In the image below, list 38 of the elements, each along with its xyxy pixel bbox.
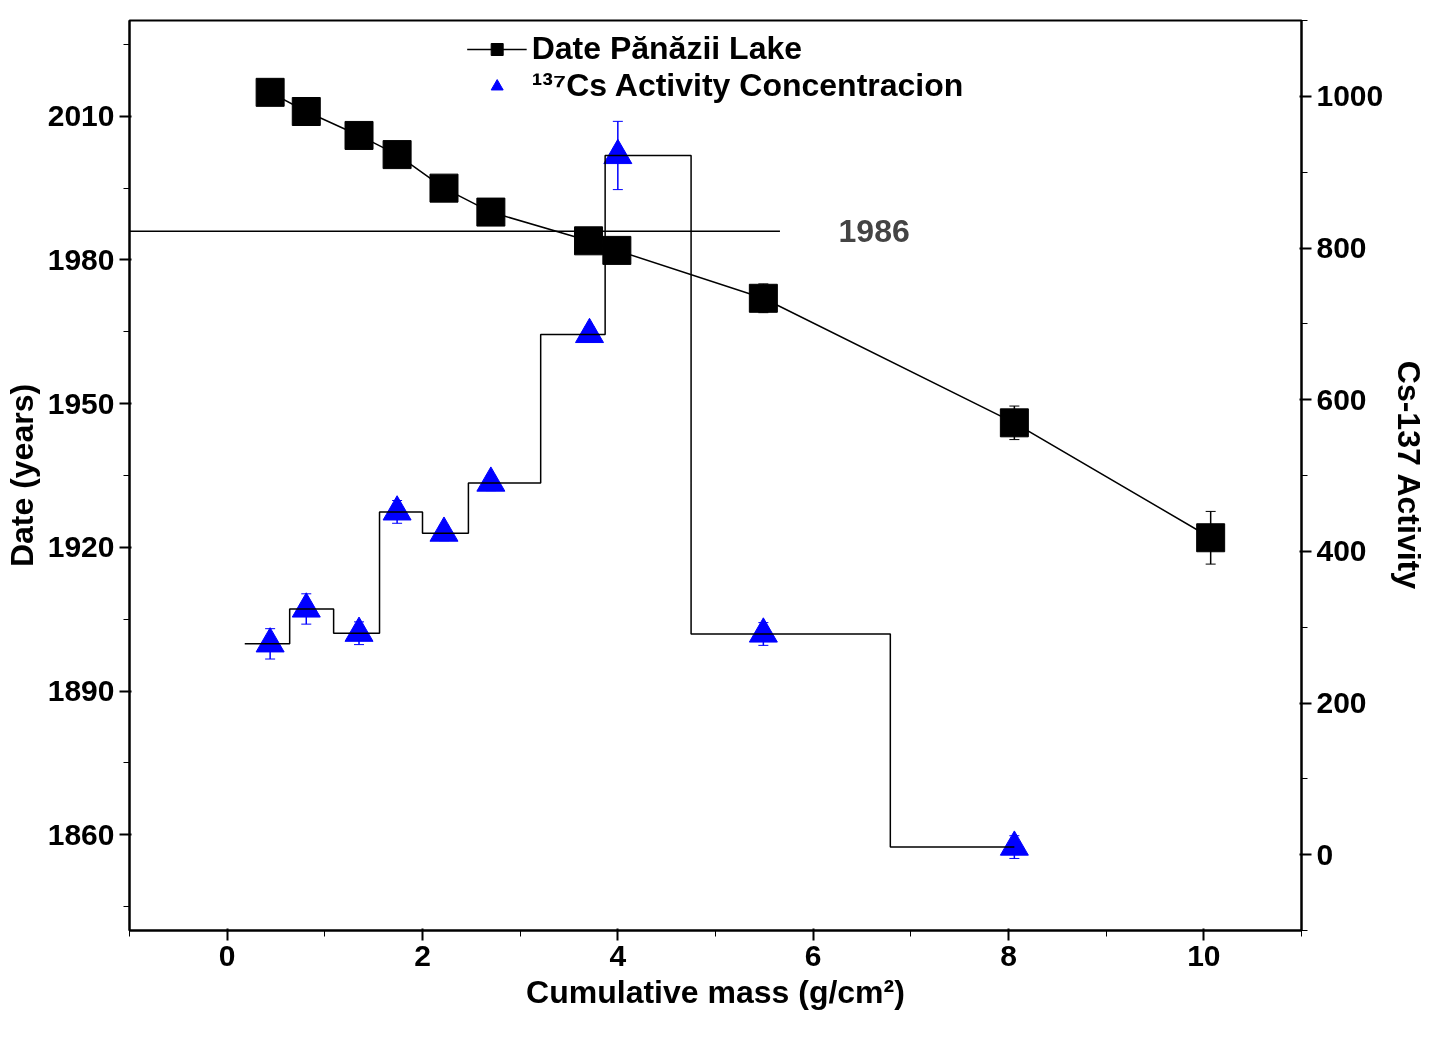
y2-tick-label: 0	[1316, 837, 1334, 871]
point	[382, 140, 412, 170]
y2-axis-title: Cs-137 Activity	[1391, 360, 1428, 590]
y-tick-label: 1920	[47, 530, 115, 564]
y2-tick-label: 1000	[1316, 79, 1384, 113]
point	[291, 97, 321, 126]
y-tick-label: 1860	[47, 817, 115, 851]
y2-tick-label: 400	[1316, 534, 1367, 568]
point	[255, 77, 285, 107]
x-tick-label: 2	[414, 938, 431, 972]
point	[748, 283, 778, 313]
y-tick-label: 2010	[47, 99, 115, 133]
point	[476, 197, 506, 227]
point	[602, 235, 632, 265]
x-tick-label: 10	[1187, 938, 1221, 972]
x-tick-label: 0	[218, 938, 236, 972]
legend-label: Date Pănăzii Lake	[531, 30, 803, 67]
y2-tick-label: 600	[1316, 382, 1367, 416]
x-tick-label: 8	[1000, 938, 1017, 972]
point	[575, 317, 605, 344]
x-tick-label: 4	[609, 938, 627, 972]
point	[999, 408, 1029, 438]
x-axis-title: Cumulative mass (g/cm²)	[526, 973, 905, 1010]
point	[429, 173, 459, 203]
point	[999, 830, 1029, 856]
y-axis-title: Date (years)	[3, 383, 40, 568]
y2-tick-label: 200	[1316, 686, 1367, 719]
ref-line-label: 1986	[838, 213, 910, 250]
point	[1196, 523, 1226, 553]
legend-label: ¹³⁷Cs Activity Concentracion	[531, 67, 964, 104]
y2-tick-label: 800	[1316, 231, 1367, 264]
point	[574, 226, 604, 256]
point	[603, 138, 633, 165]
x-tick-label: 6	[804, 938, 822, 972]
point	[344, 120, 374, 150]
y-tick-label: 1890	[47, 674, 115, 708]
y-tick-label: 1950	[47, 386, 115, 420]
y-tick-label: 1980	[47, 242, 115, 276]
